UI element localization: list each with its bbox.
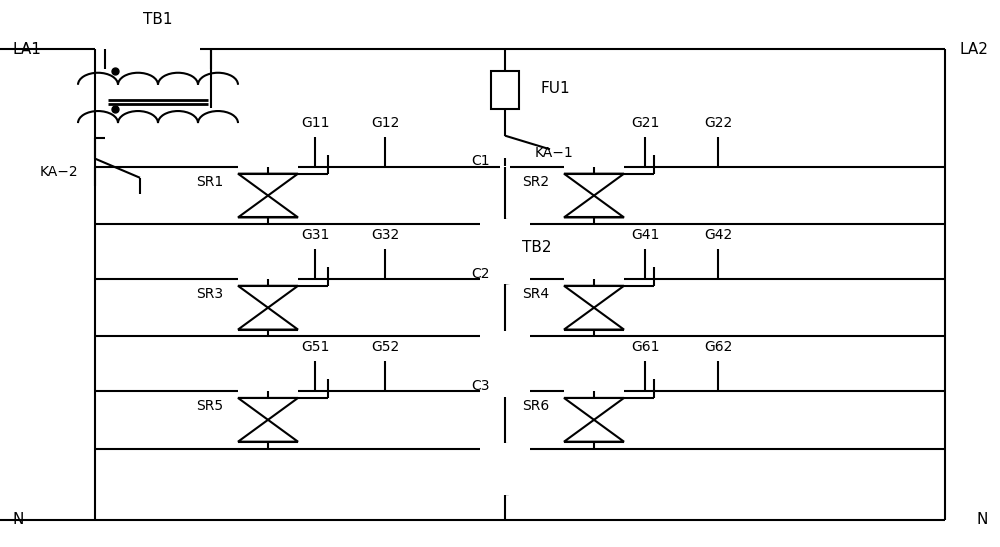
Text: G11: G11 [301, 116, 329, 130]
Text: G51: G51 [301, 340, 329, 354]
Text: G42: G42 [704, 228, 732, 242]
Text: TB1: TB1 [143, 11, 173, 27]
Text: G41: G41 [631, 228, 659, 242]
Bar [491, 71, 519, 109]
Text: LA1: LA1 [12, 42, 41, 57]
Bar [480, 331, 530, 397]
Text: LA2: LA2 [959, 42, 988, 57]
Text: G22: G22 [704, 116, 732, 130]
Text: G61: G61 [631, 340, 659, 354]
Text: SR2: SR2 [522, 175, 549, 189]
Text: SR4: SR4 [522, 287, 549, 301]
Text: G12: G12 [371, 116, 399, 130]
Text: G31: G31 [301, 228, 329, 242]
Text: KA−2: KA−2 [40, 165, 79, 179]
Bar [480, 443, 530, 495]
Text: C1: C1 [471, 154, 490, 168]
Text: G32: G32 [371, 228, 399, 242]
Text: SR5: SR5 [196, 399, 223, 413]
Text: N: N [12, 512, 23, 527]
Text: SR3: SR3 [196, 287, 223, 301]
Text: G21: G21 [631, 116, 659, 130]
Text: KA−1: KA−1 [535, 146, 574, 160]
Text: FU1: FU1 [540, 81, 570, 96]
Text: C2: C2 [472, 266, 490, 281]
Text: N: N [977, 512, 988, 527]
Text: TB2: TB2 [522, 240, 552, 255]
Bar [480, 219, 530, 284]
Text: C3: C3 [472, 379, 490, 393]
Text: SR6: SR6 [522, 399, 549, 413]
Text: SR1: SR1 [196, 175, 223, 189]
Text: G62: G62 [704, 340, 732, 354]
Text: G52: G52 [371, 340, 399, 354]
